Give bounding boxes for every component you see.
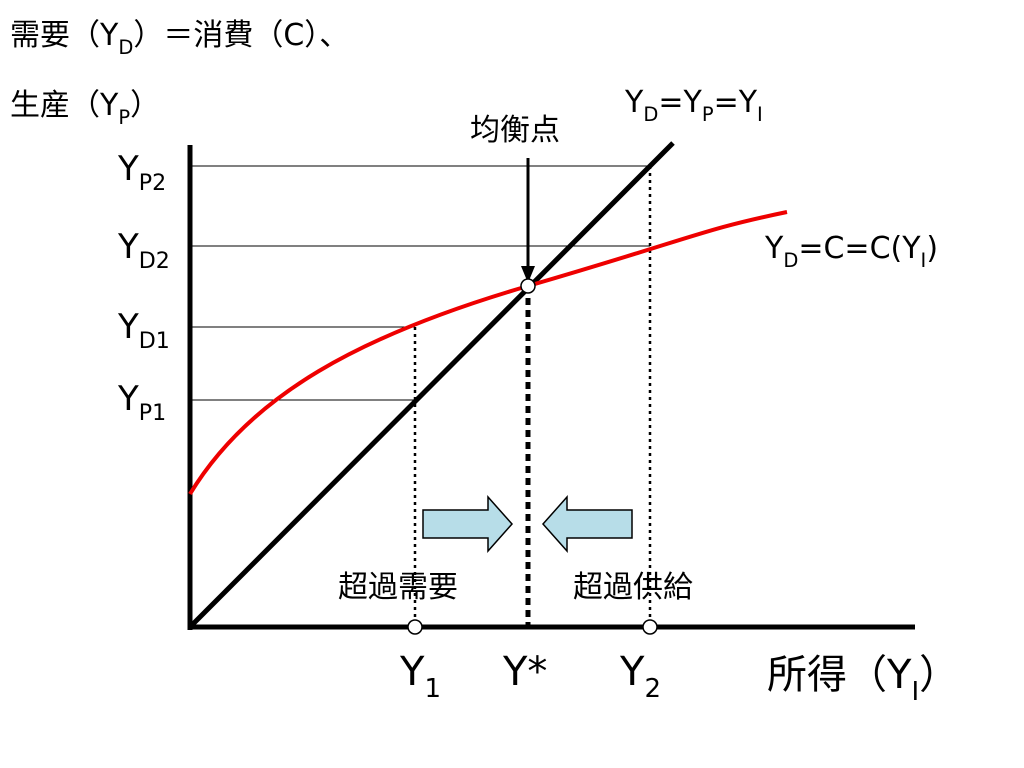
label-text: ): [926, 231, 938, 266]
label-text: =Y: [714, 85, 758, 120]
label-text: ）: [130, 88, 160, 123]
point: [642, 619, 658, 635]
label-text: Y: [117, 149, 139, 189]
dotted-lines: [413, 166, 652, 627]
label-text: Y: [399, 649, 425, 695]
axis-label: 所得（YI）: [767, 652, 959, 707]
label-text: Y: [117, 307, 139, 347]
equilibrium-label: 均衡点: [470, 113, 560, 148]
label-text: Y: [117, 379, 139, 419]
45-degree-line: [188, 141, 675, 629]
subscript: I: [757, 103, 763, 126]
annotation: 超過供給: [573, 570, 693, 605]
subscript: I: [911, 677, 919, 707]
subscript: I: [921, 249, 927, 272]
label-text: Y: [117, 227, 139, 267]
x-tick-label: Y2: [619, 649, 661, 704]
label-text: ）＝消費（C）、: [133, 18, 349, 53]
label-text: ）: [919, 652, 959, 698]
point: [407, 619, 423, 635]
axis-label: 需要（YD）＝消費（C）、: [10, 18, 349, 59]
arrow-head: [521, 266, 535, 283]
x-tick-label: Y*: [502, 649, 547, 695]
label-text: 生産（Y: [10, 88, 119, 123]
label-text: Y: [619, 649, 645, 695]
right-arrow: [422, 495, 514, 553]
label-text: 需要（Y: [10, 18, 119, 53]
label-text: 超過需要: [338, 570, 458, 605]
axis-label: 生産（YP）: [10, 88, 160, 129]
label-text: 均衡点: [470, 113, 560, 148]
label-text: Y: [764, 231, 784, 266]
subscript: D2: [139, 248, 170, 274]
label-text: =Y: [658, 85, 702, 120]
label-text: 超過供給: [573, 570, 693, 605]
left-arrow: [541, 495, 633, 553]
consumption-curve: [188, 210, 788, 496]
guides: [190, 165, 650, 401]
subscript: P: [118, 106, 130, 129]
label-text: 所得（Y: [767, 652, 912, 698]
y-tick-label: YD2: [117, 227, 170, 274]
subscript: 2: [644, 674, 661, 704]
curve-label: YD=C=C(YI): [764, 231, 938, 272]
line-label: YD=YP=YI: [624, 85, 763, 126]
y-tick-label: YP1: [117, 379, 166, 426]
label-text: Y: [624, 85, 644, 120]
subscript: P: [702, 103, 714, 126]
subscript: D: [643, 103, 658, 126]
subscript: P1: [139, 400, 166, 426]
x-tick-label: Y1: [399, 649, 441, 704]
equilibrium-point: [520, 278, 536, 294]
subscript: 1: [424, 674, 441, 704]
y-tick-label: YD1: [117, 307, 170, 354]
label-text: =C=C(Y: [798, 231, 921, 266]
annotation: 超過需要: [338, 570, 458, 605]
subscript: D1: [139, 328, 170, 354]
label-text: Y*: [502, 649, 547, 695]
subscript: D: [783, 249, 798, 272]
subscript: P2: [139, 170, 166, 196]
y-tick-label: YP2: [117, 149, 166, 196]
subscript: D: [118, 36, 133, 59]
points: [407, 278, 658, 635]
